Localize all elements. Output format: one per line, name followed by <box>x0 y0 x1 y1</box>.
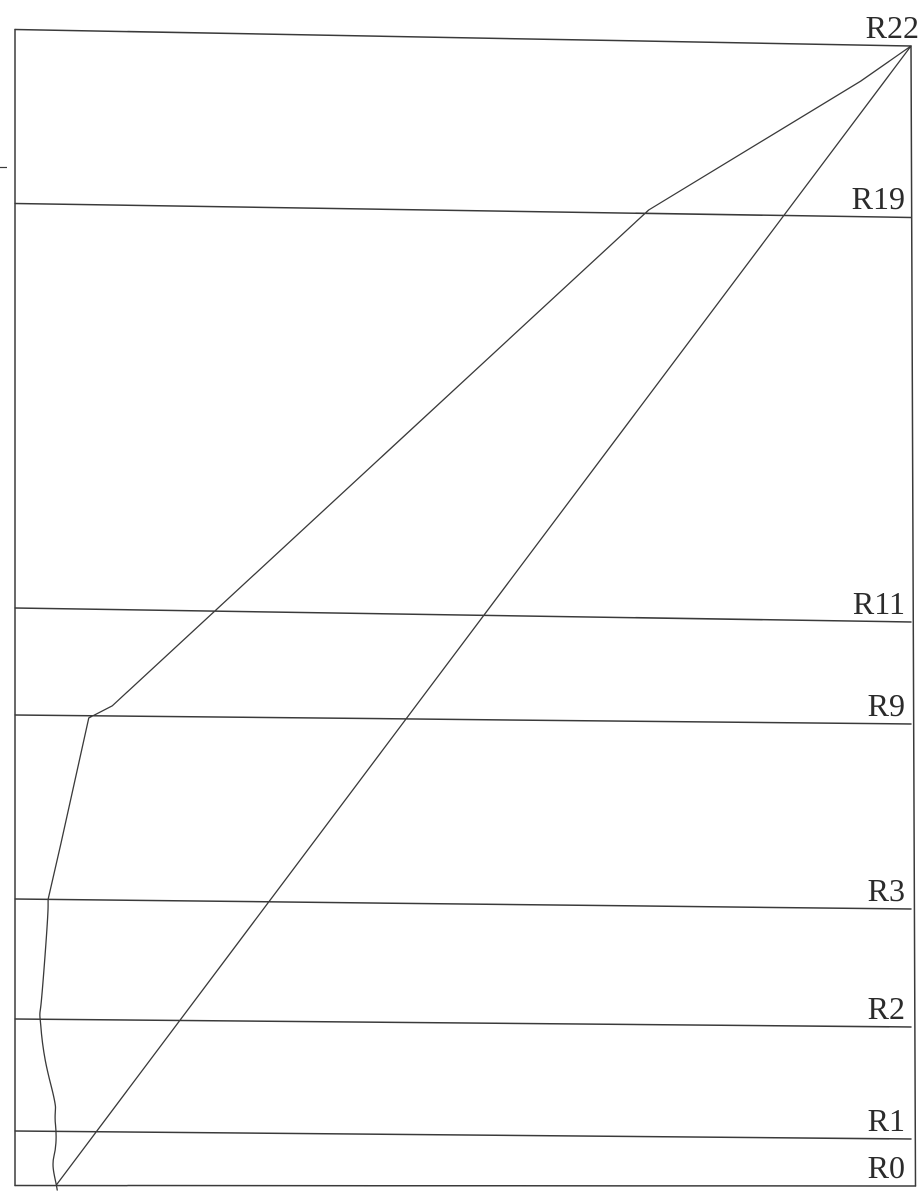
svg-text:R9: R9 <box>868 687 905 723</box>
svg-text:R22: R22 <box>866 9 919 45</box>
svg-text:R2: R2 <box>868 990 905 1026</box>
svg-text:R19: R19 <box>852 180 905 216</box>
svg-text:R11: R11 <box>853 585 905 621</box>
svg-text:R1: R1 <box>868 1102 905 1138</box>
svg-text:R0: R0 <box>868 1149 905 1185</box>
svg-text:R3: R3 <box>868 872 905 908</box>
